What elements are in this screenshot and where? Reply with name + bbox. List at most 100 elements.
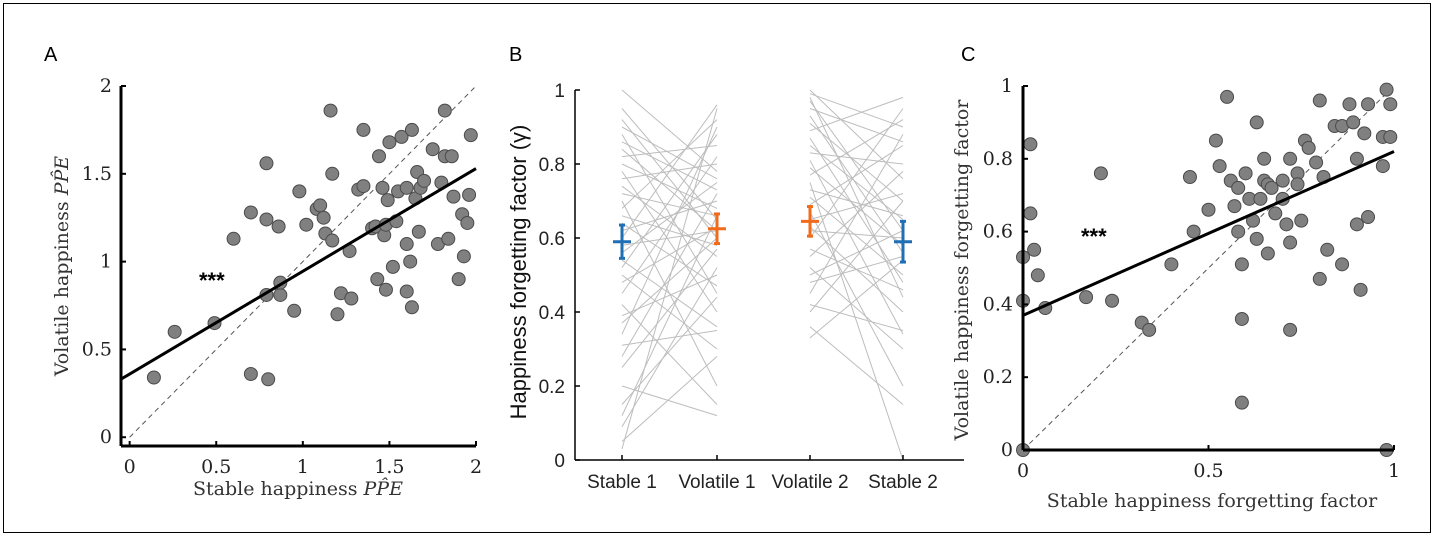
y-tick-label: 1: [100, 251, 112, 273]
scatter-point-16: [1201, 202, 1216, 217]
x-category-label: Volatile 1: [678, 472, 755, 493]
scatter-point-33: [1257, 151, 1272, 166]
participant-line-block2-22: [809, 152, 904, 165]
participant-line-block2-11: [809, 230, 904, 239]
scatter-point-5: [243, 367, 258, 381]
participant-line-block1-16: [621, 134, 718, 268]
scatter-point-61: [1349, 151, 1364, 166]
participant-line-block2-26: [809, 122, 904, 202]
scatter-point-23: [330, 307, 345, 322]
y-axis-label: Volatile happiness PP̂E: [51, 156, 73, 377]
scatter-point-9: [1093, 166, 1108, 181]
regression-line: [1022, 150, 1395, 317]
scatter-point-71: [1383, 129, 1398, 144]
scatter-point-67: [462, 187, 477, 202]
participant-line-block2-8: [809, 171, 904, 257]
figure-svg: A 0 0.5 1 1.5 2 0 0.5 1 1.5 2 *** Stable happiness P…: [44, 44, 1400, 512]
scatter-point-62: [446, 189, 461, 204]
y-tick-label: 0.4: [983, 293, 1013, 315]
x-category-label: Stable 1: [587, 472, 657, 493]
participant-line-block2-29: [809, 100, 904, 231]
scatter-point-61: [444, 149, 459, 164]
scatter-point-15: [299, 217, 314, 232]
scatter-point-69: [1379, 82, 1394, 97]
y-tick-label: 0.5: [82, 338, 112, 360]
participant-line-block2-2: [809, 200, 904, 313]
panel-a: A 0 0.5 1 1.5 2 0 0.5 1 1.5 2 *** Stable happiness P…: [44, 44, 482, 500]
y-tick-label: 0.8: [539, 155, 565, 176]
scatter-point-4: [243, 205, 258, 220]
scatter-point-46: [399, 180, 414, 195]
scatter-point-44: [399, 284, 414, 299]
scatter-point-27: [1238, 166, 1253, 181]
participant-line-block2-18: [809, 182, 904, 461]
scatter-point-13: [1164, 257, 1179, 272]
participant-line-block1-2: [621, 267, 718, 427]
x-tick-label: 0.5: [201, 456, 231, 478]
participant-line-block1-23: [621, 215, 718, 246]
y-tick-label: 0.6: [539, 229, 565, 250]
scatter-point-37: [378, 282, 393, 297]
participant-line-block2-23: [809, 145, 904, 220]
participant-line-block1-13: [621, 156, 718, 294]
participant-line-block2-24: [809, 137, 904, 283]
scatter-point-32: [1253, 191, 1268, 206]
scatter-point-63: [1357, 126, 1372, 141]
scatter-point-23: [1231, 224, 1246, 239]
scatter-point-49: [1301, 140, 1316, 155]
y-tick-label: 0.2: [539, 377, 565, 398]
x-tick-label: 1: [1388, 460, 1400, 482]
participant-line-block2-15: [809, 145, 904, 206]
x-axis-label: Stable happiness forgetting factor: [1047, 490, 1378, 512]
scatter-point-30: [1249, 115, 1264, 130]
participant-line-block1-19: [621, 230, 718, 246]
scatter-point-45: [399, 237, 414, 252]
participant-line-block2-21: [809, 160, 904, 335]
participant-line-block2-14: [809, 211, 904, 387]
scatter-point-33: [372, 149, 387, 164]
y-tick-label: 0.4: [539, 303, 566, 324]
scatter-point-20: [323, 103, 338, 118]
participant-line-block1-12: [621, 304, 718, 405]
scatter-point-59: [1346, 115, 1361, 130]
scatter-point-17: [313, 198, 328, 213]
scatter-point-38: [380, 193, 395, 208]
participant-line-block1-35: [621, 126, 718, 180]
y-tick-label: 0.6: [983, 221, 1013, 243]
scatter-point-38: [1268, 206, 1283, 221]
participant-line-block1-1: [621, 356, 718, 442]
scatter-point-59: [437, 103, 452, 118]
scatter-point-26: [344, 291, 359, 306]
scatter-point-6: [1030, 268, 1045, 283]
participant-line-block1-0: [621, 108, 718, 450]
panel-b: B 0 0.2 0.4 0.6 0.8 1 Stable 1 Volatile 1 Volatil…: [506, 44, 964, 493]
regression-line: [120, 167, 477, 381]
y-tick-label: 0.2: [983, 366, 1013, 388]
participant-line-block2-7: [809, 267, 904, 350]
scatter-point-24: [1234, 257, 1249, 272]
scatter-point-14: [1182, 170, 1197, 184]
scatter-point-8: [1079, 290, 1094, 305]
scatter-point-42: [1283, 151, 1298, 166]
scatter-point-10: [1105, 293, 1120, 308]
y-tick-label: 0: [554, 451, 565, 472]
scatter-point-66: [460, 215, 475, 230]
panel-letter-b: B: [509, 44, 522, 66]
scatter-point-43: [394, 129, 409, 144]
participant-line-block2-28: [809, 108, 904, 143]
scatter-point-11: [271, 219, 286, 234]
y-tick-label: 1: [1001, 75, 1013, 97]
participant-line-block1-11: [621, 274, 718, 317]
participant-line-block1-37: [621, 108, 718, 220]
scatter-point-14: [292, 184, 307, 199]
scatter-point-37: [1264, 180, 1279, 195]
scatter-point-1: [167, 324, 182, 339]
y-axis-label: Happiness forgetting factor (γ): [506, 125, 531, 420]
scatter-point-17: [1208, 133, 1223, 148]
scatter-point-60: [1349, 217, 1364, 232]
scatter-point-62: [1353, 282, 1368, 297]
scatter-point-4: [1023, 206, 1038, 221]
y-tick-label: 0: [100, 426, 112, 448]
participant-line-block2-16: [809, 196, 904, 276]
scatter-point-55: [425, 142, 440, 157]
